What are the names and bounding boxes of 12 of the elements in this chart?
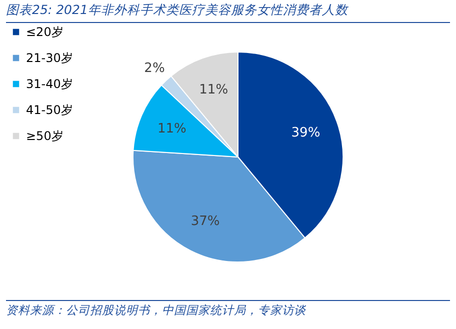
- legend-label: ≥50岁: [26, 129, 64, 143]
- legend-label: ≤20岁: [26, 25, 64, 39]
- legend-label: 21-30岁: [26, 51, 73, 65]
- data-label: 37%: [190, 214, 220, 230]
- legend-label: 41-50岁: [26, 103, 73, 117]
- data-label: 11%: [199, 82, 228, 98]
- data-label: 11%: [157, 121, 186, 136]
- chart-title: 图表25: 2021年非外科手术类医疗美容服务女性消费者人数: [6, 2, 450, 23]
- data-label: 39%: [291, 126, 320, 141]
- legend-label: 31-40岁: [26, 77, 73, 91]
- text: 资料来源：公司招股说明书，中国国家统计局，专家访谈: [6, 300, 450, 318]
- data-label: 2%: [144, 61, 165, 76]
